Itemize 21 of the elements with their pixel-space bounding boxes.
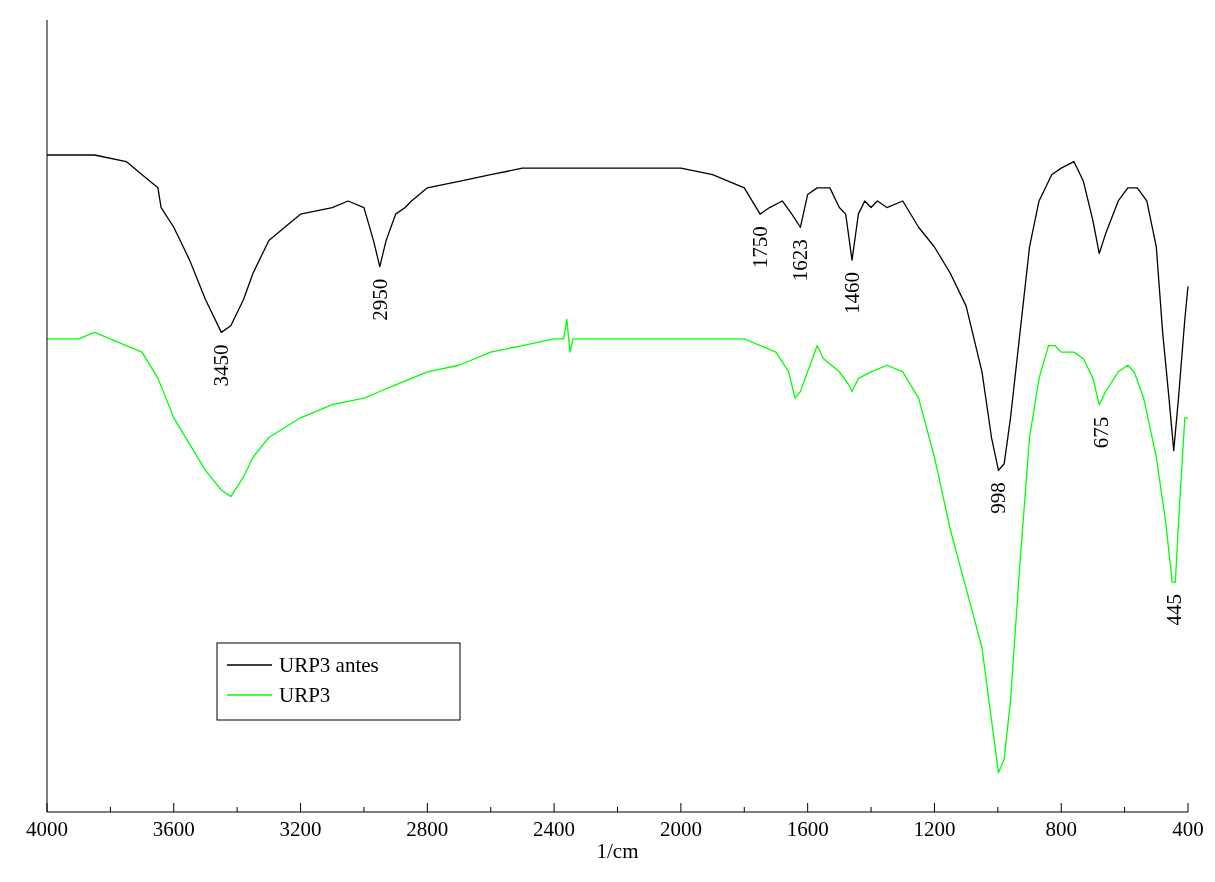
legend-label: URP3 [279, 683, 331, 707]
annotation: 1750 [748, 226, 773, 269]
annotation: 675 [1088, 416, 1113, 449]
x-tick-label: 3200 [279, 817, 322, 841]
x-tick-label: 1200 [913, 817, 956, 841]
legend-label: URP3 antes [279, 653, 379, 677]
annotation: 3450 [209, 344, 234, 387]
annotation: 445 [1161, 594, 1186, 626]
x-axis-title: 1/cm [596, 839, 639, 863]
annotation: 2950 [367, 278, 392, 321]
x-tick-label: 2400 [533, 817, 576, 841]
x-tick-label: 2800 [406, 817, 449, 841]
annotation: 1623 [788, 239, 813, 282]
x-tick-label: 2000 [659, 817, 702, 841]
x-tick-label: 400 [1172, 817, 1204, 841]
x-tick-label: 1600 [786, 817, 829, 841]
x-tick-label: 4000 [26, 817, 68, 841]
annotation: 998 [986, 482, 1011, 514]
annotation: 1460 [840, 272, 865, 315]
x-tick-label: 800 [1045, 817, 1077, 841]
x-tick-label: 3600 [152, 817, 195, 841]
